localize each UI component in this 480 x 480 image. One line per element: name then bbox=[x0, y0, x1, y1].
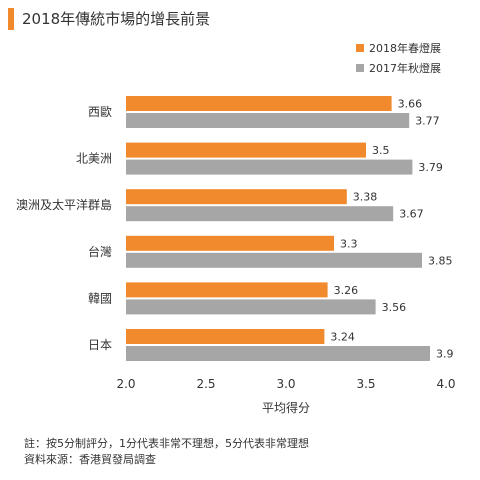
x-tick-label-2: 2.5 bbox=[196, 377, 215, 391]
legend-label-2: 2017年秋燈展 bbox=[369, 61, 441, 75]
bar-1-series-2 bbox=[126, 113, 410, 128]
category-label-1: 西歐 bbox=[88, 104, 112, 119]
bar-5-series-2 bbox=[126, 299, 376, 315]
category-label-4: 台灣 bbox=[88, 244, 112, 259]
data-label-2-series-1: 3.5 bbox=[372, 144, 390, 157]
data-label-6-series-2: 3.9 bbox=[436, 348, 454, 361]
legend-swatch-2 bbox=[356, 64, 364, 72]
category-label-3: 澳洲及太平洋群島 bbox=[16, 197, 112, 212]
data-label-1-series-2: 3.77 bbox=[415, 115, 440, 128]
bar-2-series-2 bbox=[126, 159, 413, 175]
data-label-3-series-2: 3.67 bbox=[399, 208, 424, 221]
x-tick-label-5: 4.0 bbox=[436, 377, 455, 391]
x-tick-label-3: 3.0 bbox=[276, 377, 295, 391]
x-tick-label-4: 3.5 bbox=[356, 377, 375, 391]
data-label-4-series-1: 3.3 bbox=[340, 237, 358, 250]
data-label-1-series-1: 3.66 bbox=[398, 98, 423, 111]
data-label-5-series-2: 3.56 bbox=[382, 301, 407, 314]
bar-6-series-1 bbox=[126, 329, 325, 344]
data-label-4-series-2: 3.85 bbox=[428, 254, 453, 267]
source-note: 資料來源：香港貿發局調查 bbox=[24, 453, 156, 466]
bar-1-series-1 bbox=[126, 96, 392, 111]
chart-title: 2018年傳統市場的增長前景 bbox=[22, 10, 211, 28]
bar-3-series-2 bbox=[126, 206, 394, 222]
bar-6-series-2 bbox=[126, 346, 430, 361]
legend-label-1: 2018年春燈展 bbox=[369, 41, 441, 55]
data-label-6-series-1: 3.24 bbox=[330, 331, 355, 344]
scale-note: 註：按5分制評分，1分代表非常不理想，5分代表非常理想 bbox=[24, 437, 309, 450]
bar-5-series-1 bbox=[126, 282, 328, 298]
data-label-3-series-1: 3.38 bbox=[353, 191, 378, 204]
x-axis-label: 平均得分 bbox=[262, 400, 310, 415]
title-accent-bar bbox=[8, 8, 14, 30]
category-label-2: 北美洲 bbox=[76, 152, 112, 166]
data-label-2-series-2: 3.79 bbox=[418, 161, 443, 174]
category-label-5: 韓國 bbox=[88, 291, 112, 305]
bar-3-series-1 bbox=[126, 189, 347, 205]
bar-2-series-1 bbox=[126, 142, 366, 158]
legend-swatch-1 bbox=[356, 44, 364, 52]
category-label-6: 日本 bbox=[88, 338, 112, 352]
bar-4-series-2 bbox=[126, 252, 422, 268]
x-tick-label-1: 2.0 bbox=[116, 377, 135, 391]
data-label-5-series-1: 3.26 bbox=[334, 284, 359, 297]
footnotes: 註：按5分制評分，1分代表非常不理想，5分代表非常理想 資料來源：香港貿發局調查 bbox=[24, 436, 309, 468]
bar-4-series-1 bbox=[126, 235, 334, 251]
